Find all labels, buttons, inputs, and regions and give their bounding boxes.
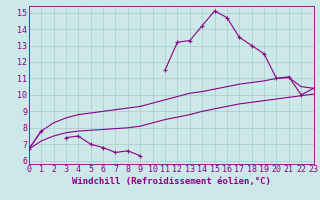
X-axis label: Windchill (Refroidissement éolien,°C): Windchill (Refroidissement éolien,°C) xyxy=(72,177,271,186)
